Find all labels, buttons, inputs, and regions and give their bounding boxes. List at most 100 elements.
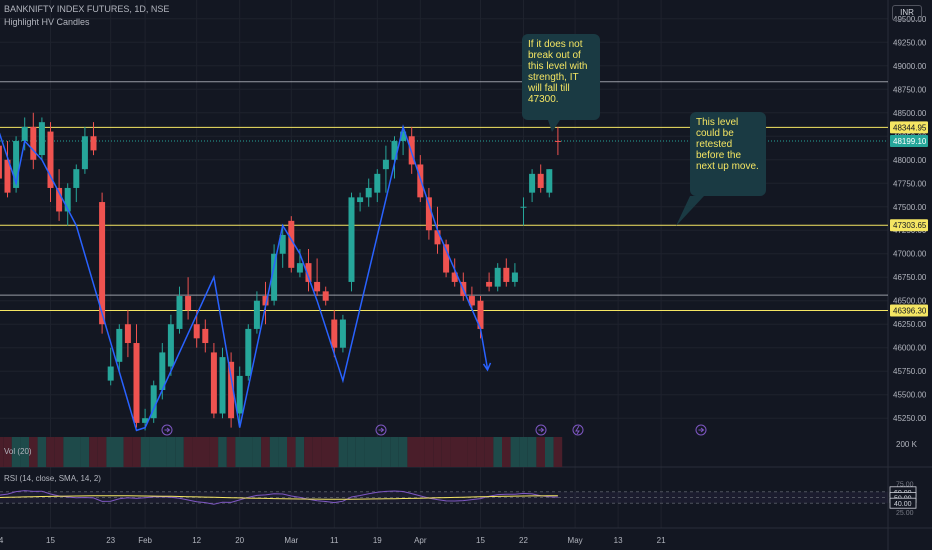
annotation-breakout-note[interactable]: If it does not break out of this level w… [522, 34, 600, 120]
price-tick-label: 48000.00 [893, 156, 927, 165]
arrow-right-icon [164, 427, 171, 433]
callout-pointer [548, 120, 560, 132]
arrow-head-icon [482, 362, 492, 372]
volume-bar [20, 437, 29, 467]
candle-body [64, 187, 71, 212]
volume-bar [175, 437, 184, 467]
volume-bar [553, 437, 563, 467]
candle-body [477, 300, 484, 329]
event-markers[interactable] [161, 424, 707, 436]
candle-body [193, 324, 200, 339]
level-price-tag [890, 304, 928, 317]
candle-body [339, 319, 346, 348]
candle-body [38, 122, 45, 156]
volume-bar [484, 437, 494, 467]
candle-body [99, 202, 106, 325]
price-tick-label: 49500.00 [893, 15, 927, 24]
volume-bar [373, 437, 382, 467]
volume-bar [269, 437, 279, 467]
candle-body [116, 328, 123, 362]
price-tick-label: 46750.00 [893, 273, 927, 282]
event-marker-icon [375, 424, 387, 436]
candle-body [520, 206, 527, 208]
price-tags: 48344.95 47303.65 46396.30 48199.10 [890, 121, 928, 317]
volume-label[interactable]: Vol (20) [4, 447, 32, 456]
price-tick-label: 46500.00 [893, 297, 927, 306]
candle-body [159, 352, 166, 391]
currency-button[interactable]: INR [892, 5, 922, 21]
volume-bar [29, 437, 38, 467]
volume-bar [89, 437, 98, 467]
candle-body [253, 300, 260, 329]
volume-bar [338, 437, 348, 467]
candle-body [245, 328, 252, 376]
volume-bar [502, 437, 511, 467]
level-price-tag-label: 47303.65 [893, 221, 927, 230]
zigzag-line [0, 120, 704, 432]
rsi-line [0, 490, 558, 505]
volume-bar [433, 437, 442, 467]
rsi-pane [0, 490, 888, 505]
volume-bar [441, 437, 451, 467]
rsi-tick-label: 75.00 [896, 481, 914, 488]
candle-body [546, 169, 553, 193]
annotation-retest-note[interactable]: This level could be retested before the … [690, 112, 766, 196]
candle-body [365, 187, 372, 198]
price-tick-label: 47750.00 [893, 179, 927, 188]
chart-title: BANKNIFTY INDEX FUTURES, 1D, NSE [4, 4, 170, 14]
level-price-tag-label: 46396.30 [893, 306, 927, 315]
event-marker-icon [161, 424, 173, 436]
arrow-right-icon [698, 427, 705, 433]
candle-body [236, 375, 243, 414]
volume-bar [545, 437, 554, 467]
candle-body [56, 187, 63, 212]
volume-bar [183, 437, 193, 467]
volume-bar [97, 437, 107, 467]
candle-body [228, 361, 235, 419]
volume-bar [510, 437, 520, 467]
volume-bar [407, 437, 416, 467]
candle-body [210, 352, 217, 414]
time-tick-label: 15 [476, 536, 485, 545]
volume-bar [398, 437, 408, 467]
volume-bar [63, 437, 72, 467]
price-tick-label: 46250.00 [893, 320, 927, 329]
time-tick-label: Feb [138, 536, 152, 545]
indicator-label[interactable]: Highlight HV Candles [4, 17, 90, 27]
volume-bar [493, 437, 502, 467]
price-tick-label: 45250.00 [893, 414, 927, 423]
candle-body [348, 197, 355, 282]
volume-bar [347, 437, 356, 467]
volume-bar [295, 437, 305, 467]
level-price-tag [890, 121, 928, 134]
candle-body [357, 197, 364, 203]
time-axis[interactable]: 24 15 23 Feb 12 20 Mar 11 19 Apr 15 22 May 13 21 [0, 536, 666, 545]
candle-body [21, 126, 28, 141]
volume-bar [355, 437, 365, 467]
candle-body [30, 126, 37, 160]
volume-pane [0, 437, 563, 467]
volume-bar [11, 437, 21, 467]
rsi-tick-label: 25.00 [896, 510, 914, 517]
candle-body [73, 169, 80, 188]
volume-bar [459, 437, 468, 467]
volume-bar [321, 437, 330, 467]
rsi-label[interactable]: RSI (14, close, SMA, 14, 2) [4, 474, 101, 483]
price-axis[interactable]: 45250.00 45500.00 45750.00 46000.00 46250.00… [889, 15, 927, 517]
volume-bar [312, 437, 322, 467]
event-marker-icon [695, 424, 707, 436]
volume-bar [0, 437, 4, 467]
time-tick-label: Mar [284, 536, 298, 545]
volume-bar [381, 437, 391, 467]
time-tick-label: 24 [0, 536, 4, 545]
volume-bar [536, 437, 545, 467]
candle-body [554, 140, 561, 142]
candle-body [322, 291, 329, 301]
volume-bar [519, 437, 528, 467]
price-tick-label: 46000.00 [893, 344, 927, 353]
volume-bar [72, 437, 81, 467]
price-tick-label: 45750.00 [893, 367, 927, 376]
volume-bar [37, 437, 47, 467]
candle-body [279, 234, 286, 254]
